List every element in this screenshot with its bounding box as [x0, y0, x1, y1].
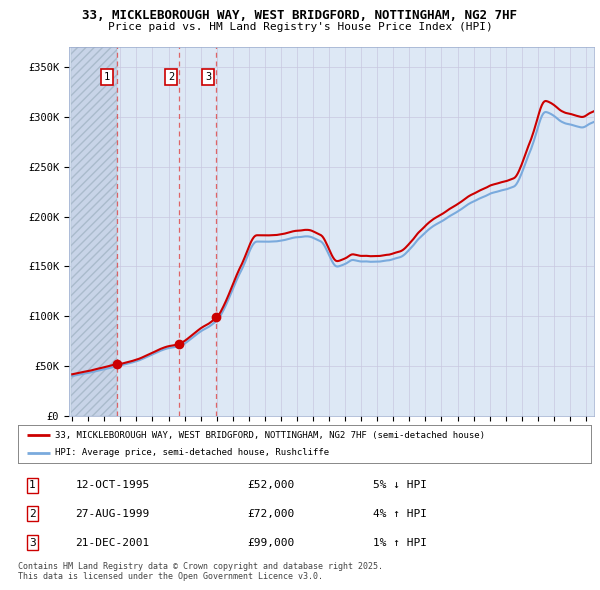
- Text: 12-OCT-1995: 12-OCT-1995: [76, 480, 149, 490]
- Text: 33, MICKLEBOROUGH WAY, WEST BRIDGFORD, NOTTINGHAM, NG2 7HF: 33, MICKLEBOROUGH WAY, WEST BRIDGFORD, N…: [83, 9, 517, 22]
- Text: 1: 1: [104, 72, 110, 82]
- Text: £52,000: £52,000: [247, 480, 295, 490]
- Text: 2: 2: [29, 509, 36, 519]
- Text: £99,000: £99,000: [247, 537, 295, 548]
- Text: 27-AUG-1999: 27-AUG-1999: [76, 509, 149, 519]
- Text: 3: 3: [29, 537, 36, 548]
- Text: 1% ↑ HPI: 1% ↑ HPI: [373, 537, 427, 548]
- Text: Price paid vs. HM Land Registry's House Price Index (HPI): Price paid vs. HM Land Registry's House …: [107, 22, 493, 32]
- Text: HPI: Average price, semi-detached house, Rushcliffe: HPI: Average price, semi-detached house,…: [55, 448, 329, 457]
- Text: 3: 3: [205, 72, 211, 82]
- Bar: [71, 47, 117, 416]
- Text: 1: 1: [29, 480, 36, 490]
- Text: 33, MICKLEBOROUGH WAY, WEST BRIDGFORD, NOTTINGHAM, NG2 7HF (semi-detached house): 33, MICKLEBOROUGH WAY, WEST BRIDGFORD, N…: [55, 431, 485, 440]
- Text: £72,000: £72,000: [247, 509, 295, 519]
- Text: 4% ↑ HPI: 4% ↑ HPI: [373, 509, 427, 519]
- Text: 21-DEC-2001: 21-DEC-2001: [76, 537, 149, 548]
- Text: 5% ↓ HPI: 5% ↓ HPI: [373, 480, 427, 490]
- Text: 2: 2: [168, 72, 174, 82]
- Text: Contains HM Land Registry data © Crown copyright and database right 2025.
This d: Contains HM Land Registry data © Crown c…: [18, 562, 383, 581]
